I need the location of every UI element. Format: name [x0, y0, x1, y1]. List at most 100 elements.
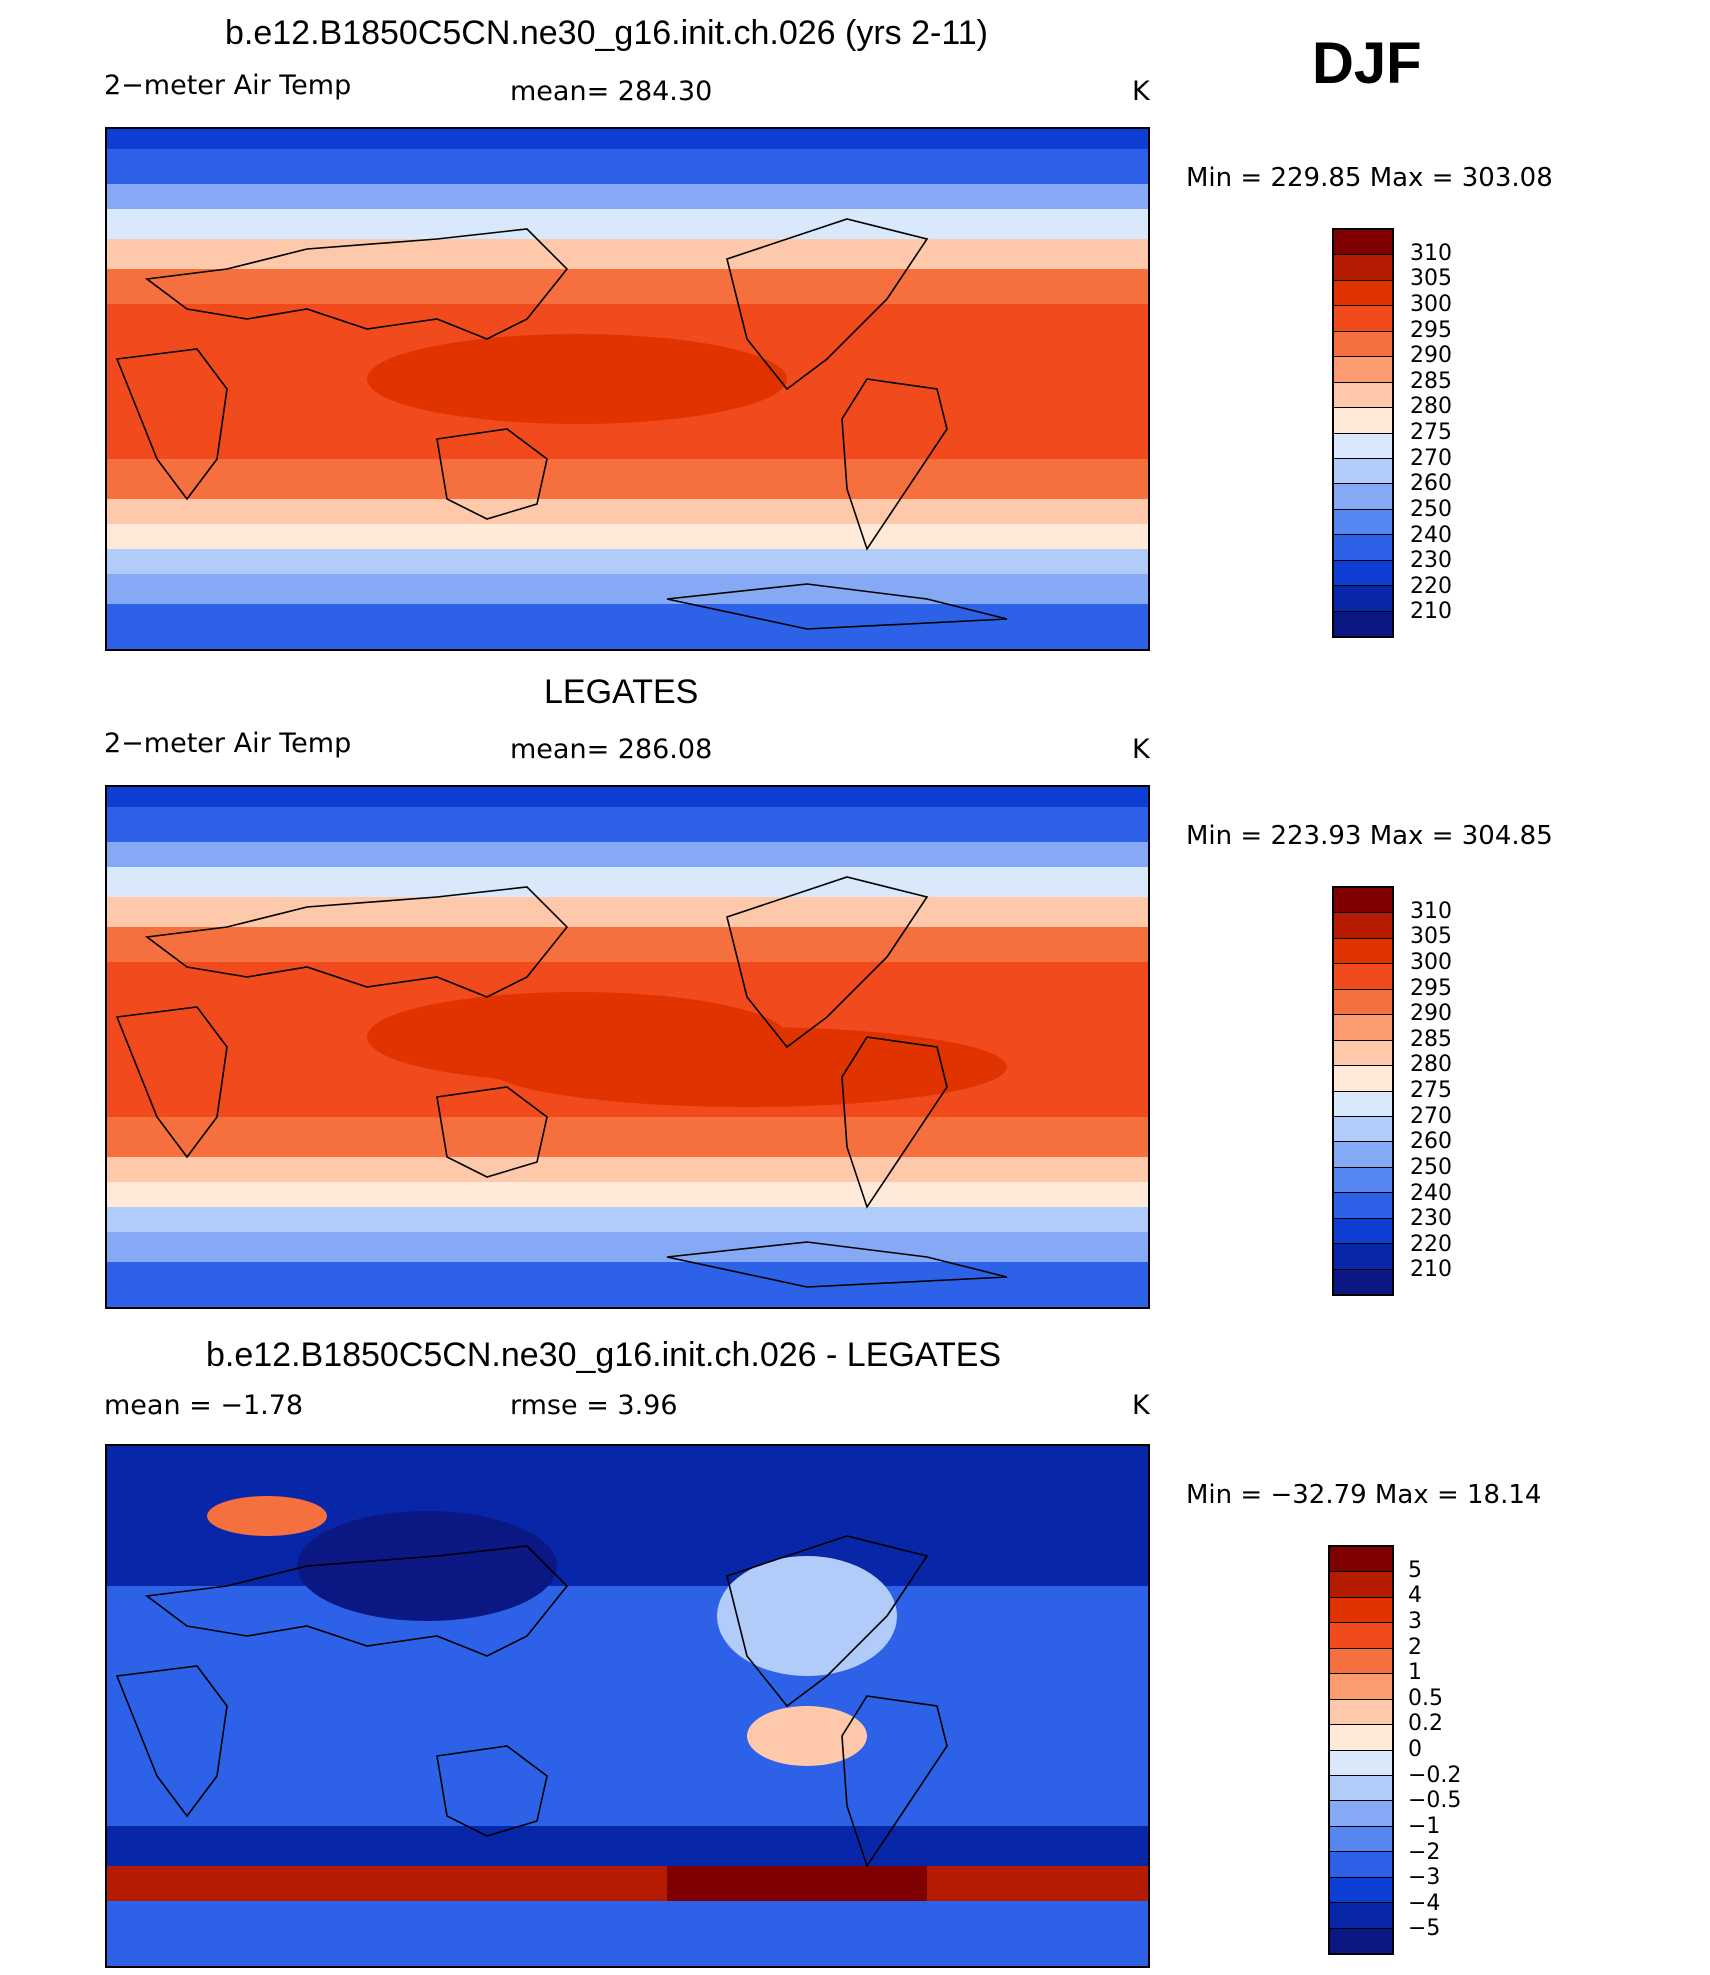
panel1-units: K — [1132, 76, 1150, 107]
panel1-variable-label: 2−meter Air Temp — [104, 70, 352, 101]
colorbar-tick-label: 220 — [1410, 573, 1452, 599]
temperature-band — [107, 269, 1148, 304]
colorbar-tick-label: 210 — [1410, 1257, 1452, 1283]
colorbar-swatch — [1334, 1066, 1392, 1092]
colorbar-tick-label: 295 — [1410, 975, 1452, 1001]
coastline — [144, 1545, 569, 1657]
panel1-min-max: Min = 229.85 Max = 303.08 — [1186, 163, 1553, 193]
temperature-band — [107, 1262, 1148, 1307]
colorbar-swatch — [1330, 1903, 1392, 1929]
colorbar-swatch — [1334, 560, 1392, 587]
colorbar-tick-label: 300 — [1410, 949, 1452, 975]
coastline — [115, 1665, 228, 1818]
panel3-colorbar — [1328, 1545, 1394, 1955]
panel1-colorbar — [1332, 228, 1394, 638]
temperature-band — [107, 1182, 1148, 1207]
difference-region — [747, 1706, 867, 1766]
panel2-units: K — [1132, 734, 1150, 765]
colorbar-swatch — [1334, 280, 1392, 307]
colorbar-tick-label: 310 — [1410, 240, 1452, 266]
coastline — [144, 228, 569, 340]
colorbar-swatch — [1334, 357, 1392, 383]
colorbar-tick-label: 305 — [1410, 266, 1452, 292]
coastline — [726, 876, 929, 1049]
colorbar-swatch — [1334, 230, 1392, 256]
panel2-variable-label: 2−meter Air Temp — [104, 728, 352, 759]
difference-region — [107, 1901, 1148, 1966]
colorbar-swatch — [1334, 1091, 1392, 1117]
colorbar-tick-label: 300 — [1410, 291, 1452, 317]
coastline — [115, 348, 228, 501]
colorbar-tick-label: 285 — [1410, 368, 1452, 394]
panel1-map — [105, 127, 1150, 651]
colorbar-swatch — [1330, 1648, 1392, 1675]
panel3-min-max: Min = −32.79 Max = 18.14 — [1186, 1480, 1542, 1510]
colorbar-tick-label: −3 — [1408, 1865, 1441, 1891]
coastline — [726, 1535, 929, 1708]
colorbar-swatch — [1334, 989, 1392, 1016]
panel3-mean-label: mean = −1.78 — [104, 1390, 304, 1421]
panel3-map — [105, 1444, 1150, 1968]
colorbar-swatch — [1334, 433, 1392, 459]
colorbar-tick-label: 250 — [1410, 1154, 1452, 1180]
panel2-colorbar — [1332, 886, 1394, 1296]
temperature-band — [107, 209, 1148, 239]
panel1-mean-label: mean= 284.30 — [510, 76, 713, 107]
panel3-rmse-label: rmse = 3.96 — [510, 1390, 678, 1421]
colorbar-swatch — [1330, 1699, 1392, 1726]
colorbar-swatch — [1334, 408, 1392, 434]
difference-map — [107, 1446, 1148, 1966]
panel3-colorbar-labels: 5 4 3 2 1 0.5 0.2 0 −0.2 −0.5 −1 −2 −3 −4 −5 — [1408, 1557, 1528, 1940]
colorbar-swatch — [1334, 458, 1392, 485]
coastline — [841, 378, 948, 551]
warm-pool — [487, 1027, 1007, 1107]
difference-region — [297, 1511, 557, 1621]
colorbar-swatch — [1334, 306, 1392, 332]
difference-region — [717, 1556, 897, 1676]
panel2-mean-label: mean= 286.08 — [510, 734, 713, 765]
observed-temperature-map — [107, 787, 1148, 1307]
colorbar-tick-label: 0.2 — [1408, 1711, 1443, 1737]
temperature-band — [107, 842, 1148, 867]
colorbar-tick-label: 5 — [1408, 1557, 1422, 1583]
panel2-title: LEGATES — [544, 673, 699, 711]
colorbar-tick-label: −2 — [1408, 1839, 1441, 1865]
colorbar-swatch — [1334, 1193, 1392, 1219]
coastline — [666, 1241, 1008, 1288]
colorbar-tick-label: 310 — [1410, 898, 1452, 924]
difference-region — [107, 1586, 1148, 1836]
panel3-units: K — [1132, 1390, 1150, 1421]
colorbar-swatch — [1330, 1725, 1392, 1751]
temperature-band — [107, 1232, 1148, 1262]
colorbar-swatch — [1334, 331, 1392, 358]
temperature-band — [107, 184, 1148, 209]
colorbar-swatch — [1330, 1597, 1392, 1624]
colorbar-swatch — [1334, 1218, 1392, 1245]
coastline — [436, 428, 548, 520]
colorbar-tick-label: 270 — [1410, 1103, 1452, 1129]
colorbar-swatch — [1334, 964, 1392, 990]
colorbar-tick-label: 270 — [1410, 445, 1452, 471]
colorbar-swatch — [1334, 1269, 1392, 1294]
colorbar-swatch — [1330, 1852, 1392, 1878]
colorbar-tick-label: 280 — [1410, 1052, 1452, 1078]
coastline — [666, 583, 1008, 630]
colorbar-tick-label: 290 — [1410, 343, 1452, 369]
model-temperature-map — [107, 129, 1148, 649]
colorbar-tick-label: −0.5 — [1408, 1788, 1462, 1814]
colorbar-tick-label: 290 — [1410, 1001, 1452, 1027]
coastline — [436, 1745, 548, 1837]
colorbar-tick-label: 295 — [1410, 317, 1452, 343]
colorbar-tick-label: 250 — [1410, 496, 1452, 522]
colorbar-tick-label: 280 — [1410, 394, 1452, 420]
coastline — [115, 1006, 228, 1159]
panel2-colorbar-labels: 310 305 300 295 290 285 280 275 270 260 250 240 230 2… — [1410, 898, 1530, 1283]
colorbar-tick-label: 230 — [1410, 548, 1452, 574]
temperature-band — [107, 524, 1148, 549]
coastline — [841, 1036, 948, 1209]
colorbar-tick-label: 0.5 — [1408, 1685, 1443, 1711]
panel2-map — [105, 785, 1150, 1309]
colorbar-swatch — [1334, 1116, 1392, 1143]
colorbar-swatch — [1330, 1775, 1392, 1802]
panel1-title: b.e12.B1850C5CN.ne30_g16.init.ch.026 (yr… — [225, 14, 988, 52]
